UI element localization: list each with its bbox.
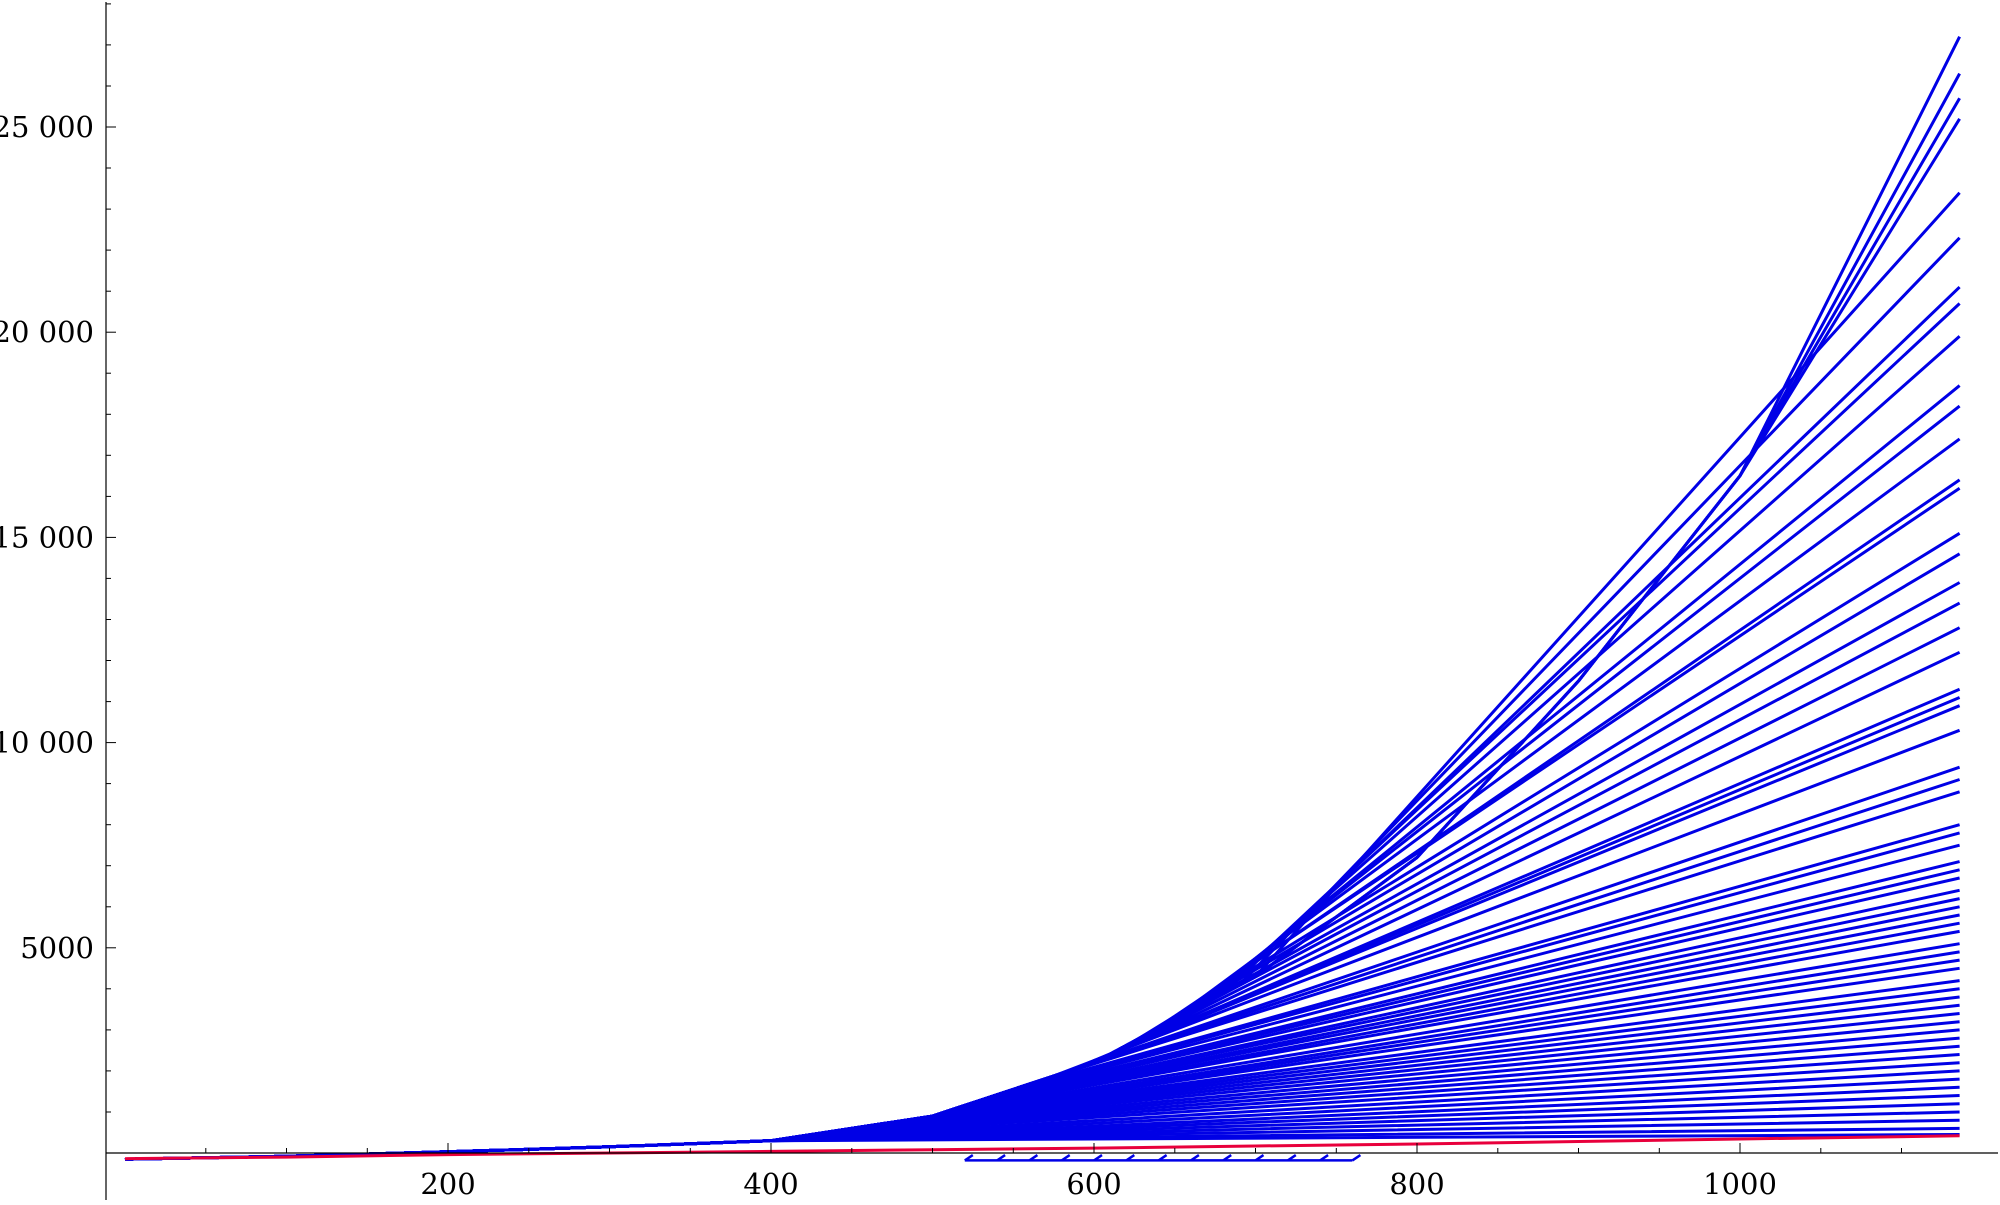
- blue-series-line: [1351, 1154, 1362, 1162]
- x-tick-label: 400: [743, 1167, 798, 1201]
- x-tick-label: 800: [1389, 1167, 1444, 1201]
- y-tick-label: 20 000: [0, 315, 94, 349]
- y-tick-label: 15 000: [0, 520, 94, 554]
- y-tick-label: 25 000: [0, 110, 94, 144]
- x-tick-label: 600: [1066, 1167, 1121, 1201]
- y-tick-label: 5000: [20, 931, 94, 965]
- ticks-group: [106, 3, 1902, 1153]
- axes-group: [105, 2, 1998, 1200]
- tick-labels-group: 200 400 600 800 1000 5000 10 000 15 000 20 000 25…: [0, 110, 1777, 1201]
- x-tick-label: 200: [420, 1167, 475, 1201]
- x-tick-label: 1000: [1703, 1167, 1777, 1201]
- y-tick-label: 10 000: [0, 726, 94, 760]
